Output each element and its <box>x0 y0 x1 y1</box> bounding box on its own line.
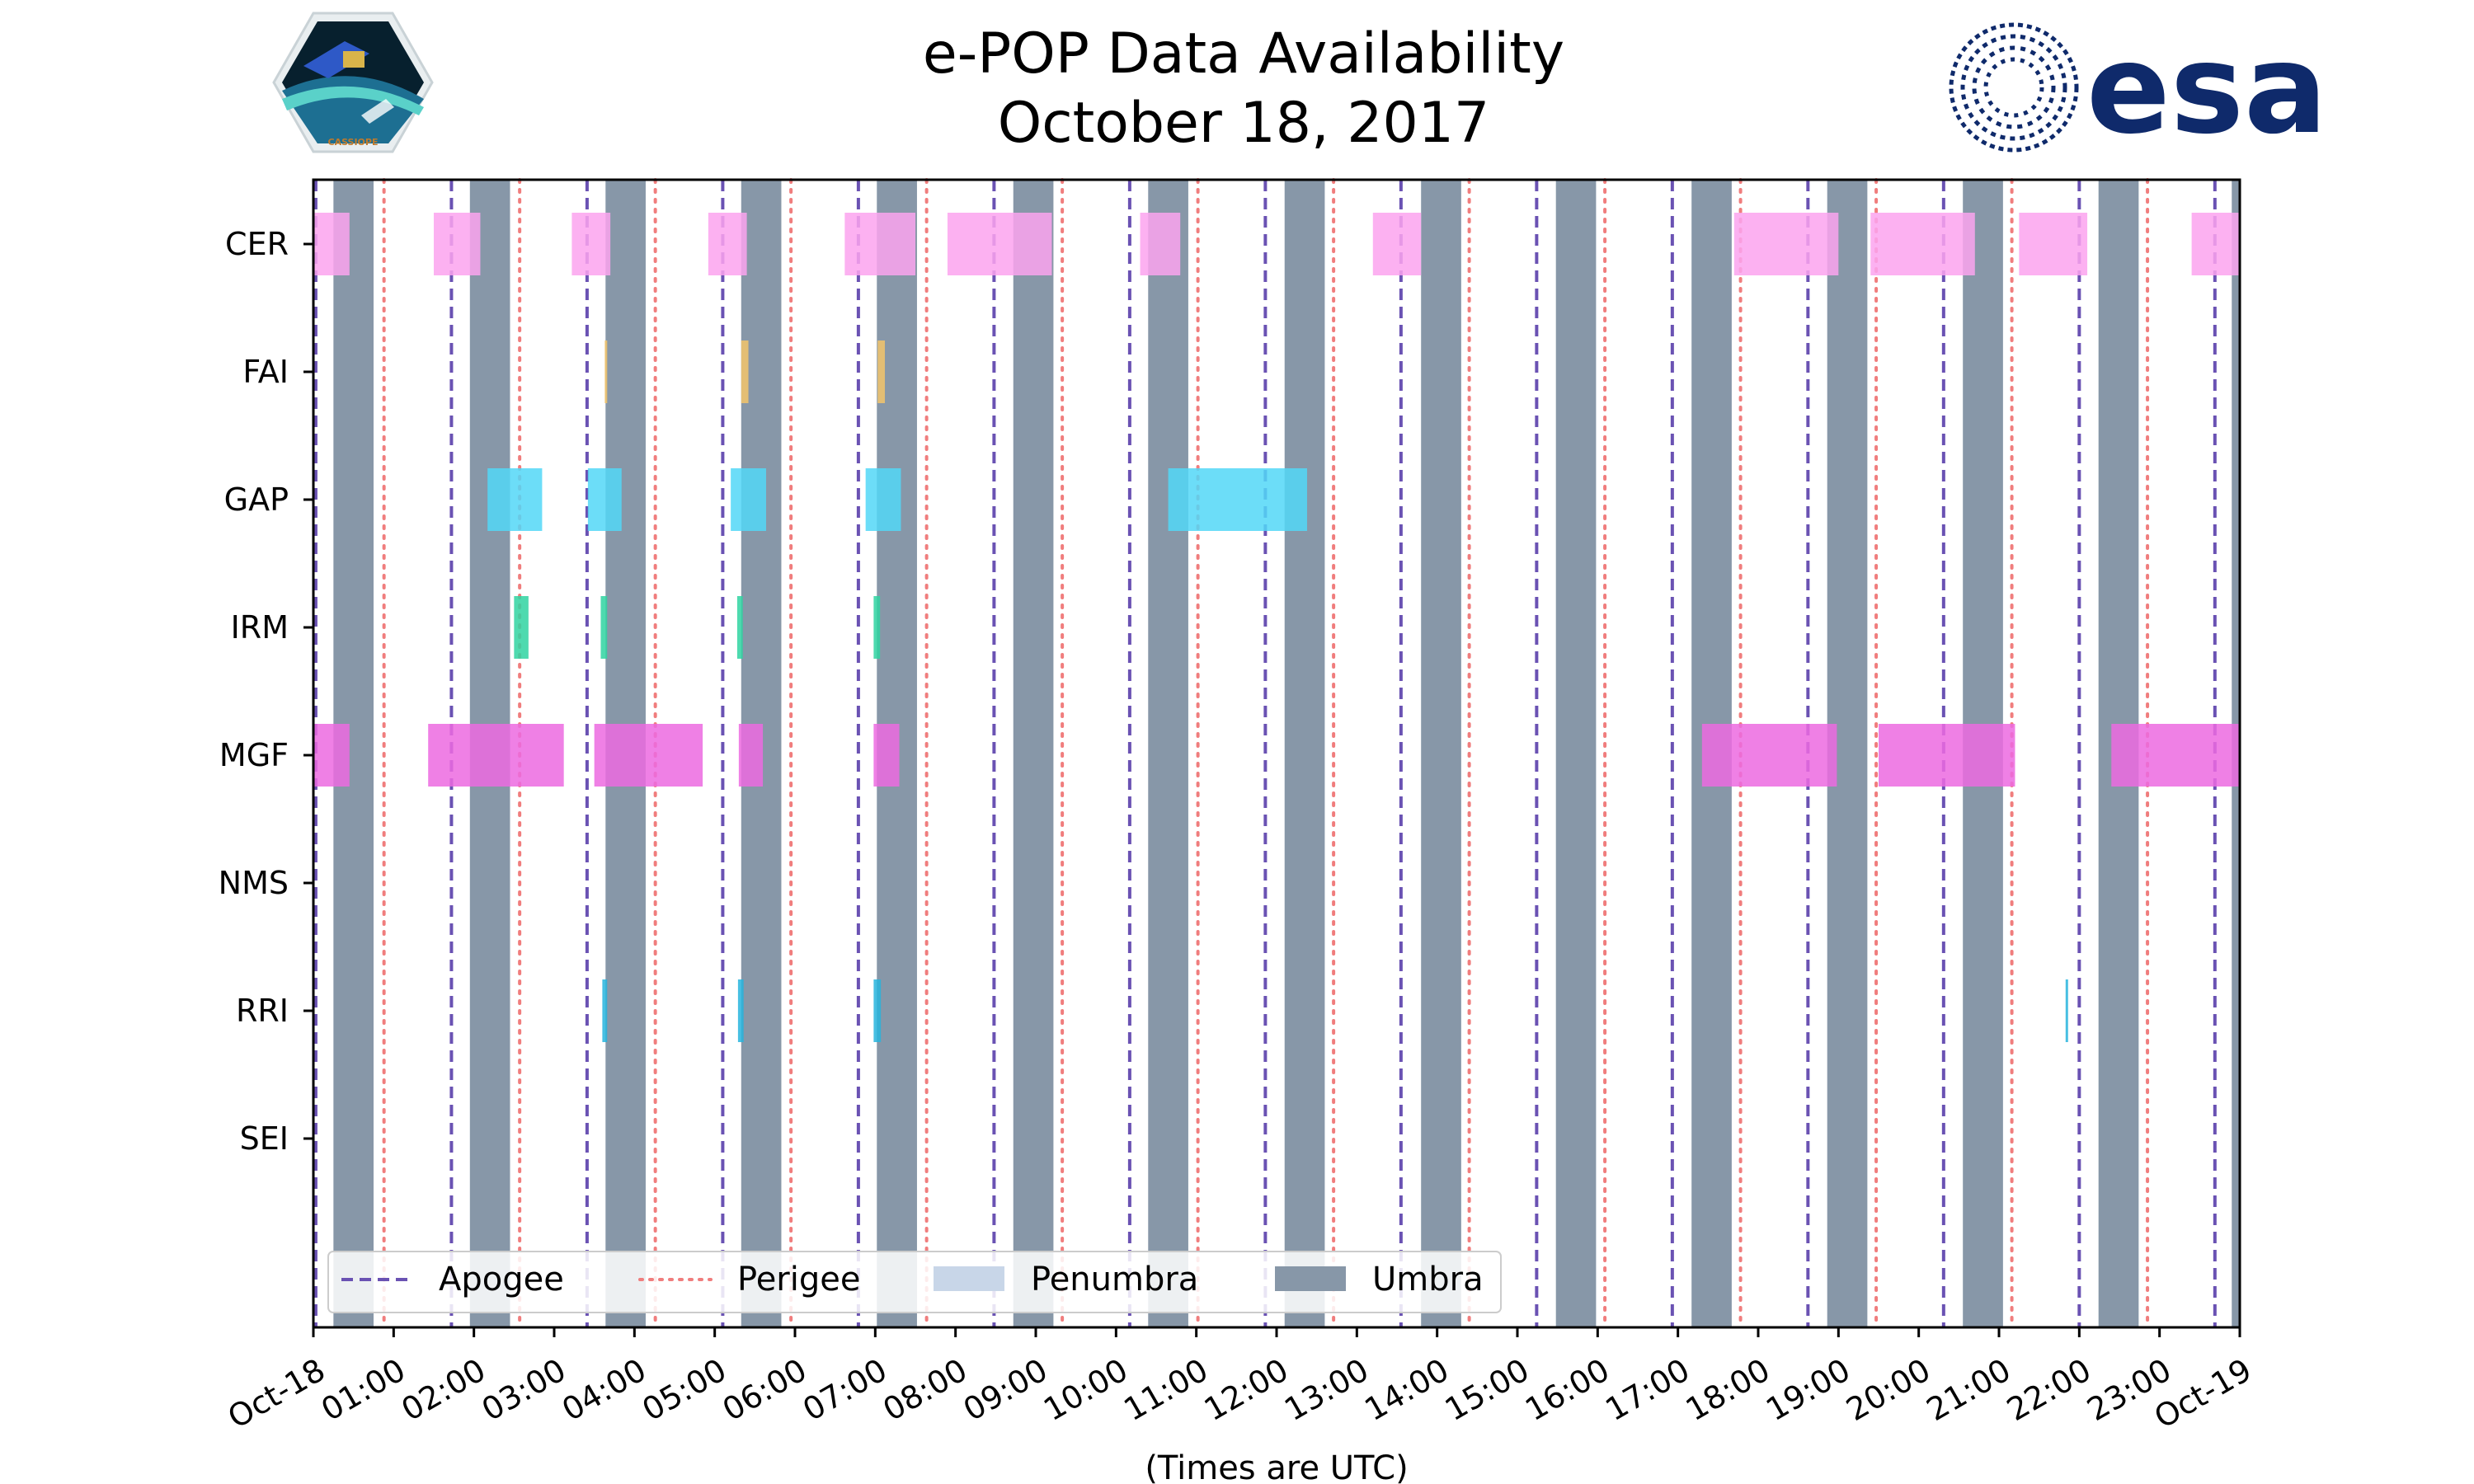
x-tick-label: 09:00 <box>957 1351 1054 1428</box>
availability-bar-cer <box>313 213 350 275</box>
x-tick-label: 17:00 <box>1599 1351 1696 1428</box>
legend-penumbra-swatch <box>934 1266 1004 1291</box>
availability-bar-gap <box>731 468 766 531</box>
x-axis: Oct-1801:0002:0003:0004:0005:0006:0007:0… <box>222 1327 2258 1435</box>
availability-bar-fai <box>877 340 886 403</box>
availability-bar-mgf <box>2111 724 2240 787</box>
legend-penumbra-label: Penumbra <box>1031 1261 1198 1298</box>
availability-bar-mgf <box>313 724 350 787</box>
y-axis: CER FAI GAP IRM MGF NMS RRI SEI <box>219 226 313 1157</box>
availability-bar-rri <box>873 979 882 1042</box>
availability-bar-cer <box>1870 213 1975 275</box>
x-tick-label: 16:00 <box>1519 1351 1616 1428</box>
cassiope-logo-text: CASSIOPE <box>328 137 379 148</box>
x-axis-label: (Times are UTC) <box>1145 1449 1408 1484</box>
chart-title-line-2: October 18, 2017 <box>998 91 1490 156</box>
y-tick-label: FAI <box>242 354 289 390</box>
x-tick-label: 14:00 <box>1358 1351 1455 1428</box>
availability-bar-cer <box>571 213 611 275</box>
x-tick-label: 22:00 <box>2001 1351 2097 1428</box>
availability-bar-rri <box>602 979 608 1042</box>
x-tick-label: 08:00 <box>877 1351 973 1428</box>
umbra-band <box>1013 180 1054 1327</box>
y-tick-label: MGF <box>219 737 289 773</box>
availability-bar-cer <box>1140 213 1181 275</box>
umbra-band <box>1555 180 1597 1327</box>
chart-title-line-1: e-POP Data Availability <box>923 21 1564 87</box>
availability-bar-gap <box>865 468 901 531</box>
y-tick-label: SEI <box>240 1120 289 1157</box>
legend-perigee-label: Perigee <box>737 1261 860 1298</box>
availability-bar-fai <box>604 340 608 403</box>
umbra-band <box>1421 180 1461 1327</box>
y-tick-label: IRM <box>231 609 289 646</box>
availability-bar-mgf <box>738 724 764 787</box>
availability-bars <box>313 213 2240 1042</box>
apogee-lines <box>313 180 2217 1327</box>
availability-bar-gap <box>587 468 622 531</box>
availability-bar-cer <box>434 213 481 275</box>
x-tick-label: 20:00 <box>1840 1351 1936 1428</box>
legend-apogee-label: Apogee <box>439 1261 564 1298</box>
x-tick-label: 04:00 <box>556 1351 652 1428</box>
umbra-band <box>1284 180 1325 1327</box>
availability-bar-irm <box>736 596 743 659</box>
esa-logo-text: esa <box>2086 18 2327 162</box>
y-tick-label: NMS <box>219 865 289 901</box>
availability-bar-cer <box>947 213 1052 275</box>
availability-bar-gap <box>487 468 543 531</box>
availability-bar-gap <box>1168 468 1307 531</box>
availability-bar-rri <box>2065 979 2068 1042</box>
y-tick-label: CER <box>225 226 289 262</box>
x-tick-label: 13:00 <box>1278 1351 1375 1428</box>
x-tick-label: 21:00 <box>1921 1351 2017 1428</box>
esa-logo-mark <box>1949 22 2079 153</box>
esa-logo: esa <box>1949 18 2327 162</box>
legend-umbra-swatch <box>1275 1266 1346 1291</box>
availability-bar-fai <box>741 340 749 403</box>
availability-bar-irm <box>514 596 529 659</box>
availability-bar-irm <box>873 596 881 659</box>
legend: Apogee Perigee Penumbra Umbra <box>327 1251 1502 1313</box>
x-tick-label: 10:00 <box>1037 1351 1134 1428</box>
availability-bar-cer <box>844 213 915 275</box>
x-tick-label: 02:00 <box>395 1351 492 1428</box>
cassiope-logo: CASSIOPE <box>272 12 434 153</box>
x-tick-label: 11:00 <box>1117 1351 1214 1428</box>
umbra-band <box>1148 180 1188 1327</box>
availability-bar-mgf <box>873 724 900 787</box>
legend-box <box>327 1251 1502 1313</box>
x-tick-label: 03:00 <box>476 1351 572 1428</box>
availability-bar-mgf <box>1879 724 2015 787</box>
availability-bar-cer <box>708 213 747 275</box>
x-tick-label: 07:00 <box>797 1351 893 1428</box>
x-tick-label: 06:00 <box>717 1351 813 1428</box>
x-tick-label: 05:00 <box>636 1351 732 1428</box>
availability-bar-irm <box>600 596 608 659</box>
availability-bar-cer <box>2191 213 2240 275</box>
legend-umbra-label: Umbra <box>1372 1261 1484 1298</box>
availability-bar-cer <box>1733 213 1839 275</box>
perigee-lines <box>382 178 2150 1329</box>
x-tick-label: 12:00 <box>1198 1351 1295 1428</box>
availability-bar-cer <box>1372 213 1422 275</box>
y-tick-label: GAP <box>224 481 289 518</box>
availability-bar-cer <box>2019 213 2088 275</box>
x-tick-label: 15:00 <box>1439 1351 1536 1428</box>
x-tick-label: 19:00 <box>1760 1351 1856 1428</box>
y-tick-label: RRI <box>236 993 289 1029</box>
x-tick-label: 01:00 <box>315 1351 412 1428</box>
x-tick-label: 18:00 <box>1680 1351 1776 1428</box>
availability-bar-rri <box>737 979 744 1042</box>
availability-bar-mgf <box>594 724 703 787</box>
availability-bar-mgf <box>1701 724 1837 787</box>
x-tick-label: Oct-18 <box>222 1351 332 1435</box>
availability-bar-mgf <box>428 724 564 787</box>
